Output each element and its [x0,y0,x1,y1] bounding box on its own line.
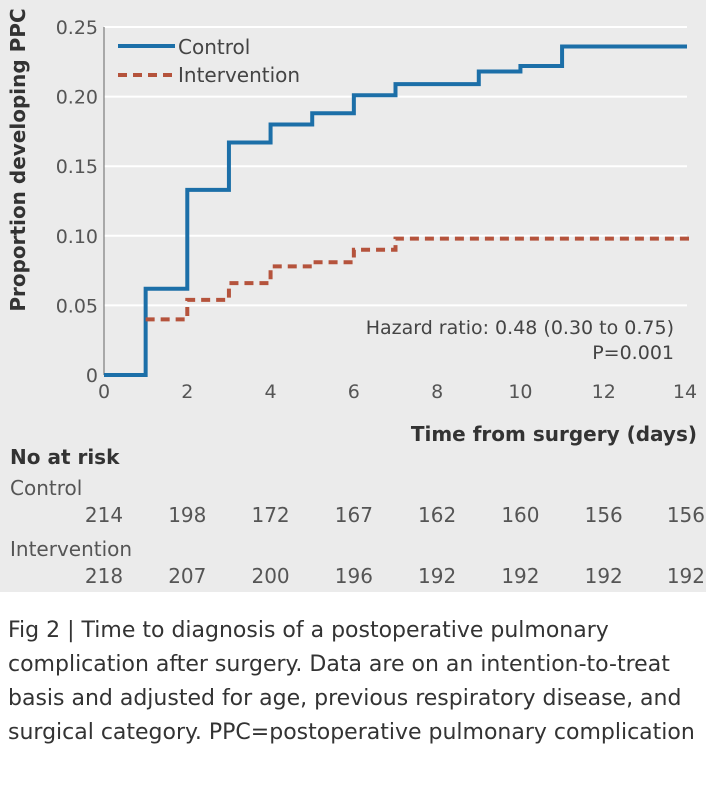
x-tick-label: 0 [98,381,110,403]
y-tick-label: 0.05 [56,295,98,317]
y-tick-label: 0 [86,365,98,387]
y-axis-label: Proportion developing PPC [6,8,30,311]
at-risk-value: 218 [85,564,123,588]
x-tick-label: 2 [181,381,193,403]
caption-separator: | [67,618,75,643]
x-axis-label: Time from surgery (days) [411,422,697,446]
x-tick-label: 4 [265,381,277,403]
series-line-control [104,44,687,377]
at-risk-value: 192 [667,564,705,588]
at-risk-value: 160 [501,503,539,527]
at-risk-value: 200 [251,564,289,588]
at-risk-value: 172 [251,503,289,527]
at-risk-value: 192 [501,564,539,588]
at-risk-value: 198 [168,503,206,527]
at-risk-value: 162 [418,503,456,527]
legend: Control Intervention [118,35,300,87]
km-chart: 0 0.05 0.10 0.15 0.20 0.25 0 2 4 6 8 10 12 14 Propor… [6,8,705,588]
x-tick-label: 6 [348,381,360,403]
at-risk-value: 196 [335,564,373,588]
at-risk-row-intervention: 218 207 200 196 192 192 192 192 [85,564,705,588]
x-tick-label: 8 [431,381,443,403]
at-risk-group-intervention: Intervention [10,537,132,561]
at-risk-value: 156 [667,503,705,527]
x-ticks: 0 2 4 6 8 10 12 14 [98,381,697,403]
at-risk-value: 167 [335,503,373,527]
x-tick-label: 10 [508,381,532,403]
y-tick-label: 0.25 [56,17,98,39]
at-risk-row-control: 214 198 172 167 162 160 156 156 [85,503,705,527]
y-tick-label: 0.10 [56,226,98,248]
at-risk-value: 192 [585,564,623,588]
legend-label-control: Control [178,35,250,59]
at-risk-title: No at risk [10,445,120,469]
caption-label: Fig 2 [8,618,61,643]
at-risk-group-control: Control [10,476,82,500]
y-tick-label: 0.20 [56,87,98,109]
x-tick-label: 14 [673,381,697,403]
x-tick-label: 12 [592,381,616,403]
at-risk-value: 156 [585,503,623,527]
caption-text: Time to diagnosis of a postoperative pul… [8,618,695,745]
y-ticks: 0 0.05 0.10 0.15 0.20 0.25 [56,17,98,387]
figure-caption: Fig 2 | Time to diagnosis of a postopera… [8,614,698,750]
hazard-ratio-text: Hazard ratio: 0.48 (0.30 to 0.75) [366,317,674,339]
y-tick-label: 0.15 [56,156,98,178]
at-risk-value: 214 [85,503,123,527]
series-line-intervention [145,235,689,322]
p-value-text: P=0.001 [592,342,674,364]
series-group [104,44,689,377]
at-risk-value: 207 [168,564,206,588]
legend-label-intervention: Intervention [178,63,300,87]
at-risk-value: 192 [418,564,456,588]
